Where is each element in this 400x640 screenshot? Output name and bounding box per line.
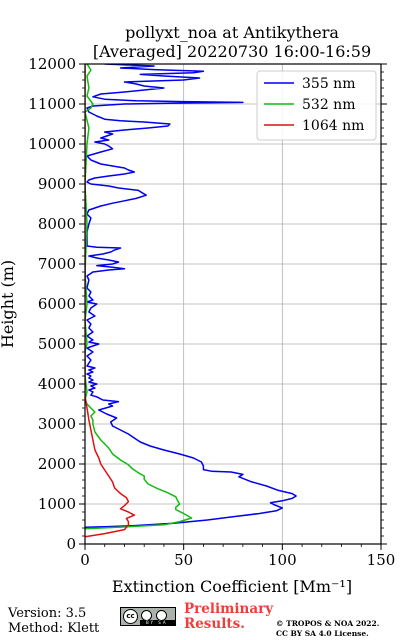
y-tick-label: 0 (66, 535, 76, 553)
legend-label-355: 355 nm (302, 76, 355, 92)
y-tick-label: 4000 (38, 375, 76, 393)
copyright-line1: © TROPOS & NOA 2022. (276, 619, 380, 628)
y-tick-label: 8000 (38, 215, 76, 233)
legend: 355 nm 532 nm 1064 nm (256, 70, 377, 141)
y-tick-label: 1000 (38, 495, 76, 513)
series-line-532-nm (85, 64, 193, 530)
y-tick-label: 6000 (38, 295, 76, 313)
y-tick-label: 3000 (38, 415, 76, 433)
preliminary-results-note: Preliminary Results. (184, 602, 273, 632)
x-tick-label: 0 (80, 551, 90, 569)
axis-ticks: 0 50 100 150 0 1000 2000 3000 4000 5000 6000 7000 80… (28, 55, 395, 569)
data-series (85, 64, 297, 538)
x-axis-label: Extinction Coefficient [Mm⁻¹] (112, 577, 352, 596)
y-axis-label: Height (m) (0, 260, 17, 348)
version-label: Version: 3.5 (8, 606, 87, 621)
series-line-1064-nm (85, 64, 136, 538)
cc-by-sa-icon: cc BY SA (120, 607, 176, 626)
y-tick-label: 2000 (38, 455, 76, 473)
legend-box (256, 70, 377, 141)
y-tick-label: 12000 (28, 55, 76, 73)
preliminary-line1: Preliminary (184, 601, 274, 617)
legend-label-1064: 1064 nm (302, 118, 364, 134)
y-tick-label: 10000 (28, 135, 76, 153)
legend-label-532: 532 nm (302, 97, 355, 113)
chart-title-line2: [Averaged] 20220730 16:00-16:59 (93, 42, 371, 61)
copyright-note: © TROPOS & NOA 2022. CC BY SA 4.0 Licens… (276, 619, 379, 639)
series-line-355-nm (85, 64, 297, 528)
x-tick-label: 100 (268, 551, 297, 569)
y-tick-label: 7000 (38, 255, 76, 273)
y-tick-label: 9000 (38, 175, 76, 193)
copyright-line2: CC BY SA 4.0 License. (276, 629, 369, 638)
extinction-profile-chart: pollyxt_noa at Antikythera [Averaged] 20… (0, 23, 395, 596)
y-tick-label: 5000 (38, 335, 76, 353)
x-tick-label: 50 (174, 551, 193, 569)
preliminary-line2: Results. (184, 616, 245, 632)
chart-title-line1: pollyxt_noa at Antikythera (125, 23, 339, 42)
method-label: Method: Klett (8, 621, 100, 636)
x-tick-label: 150 (367, 551, 396, 569)
y-tick-label: 11000 (28, 95, 76, 113)
